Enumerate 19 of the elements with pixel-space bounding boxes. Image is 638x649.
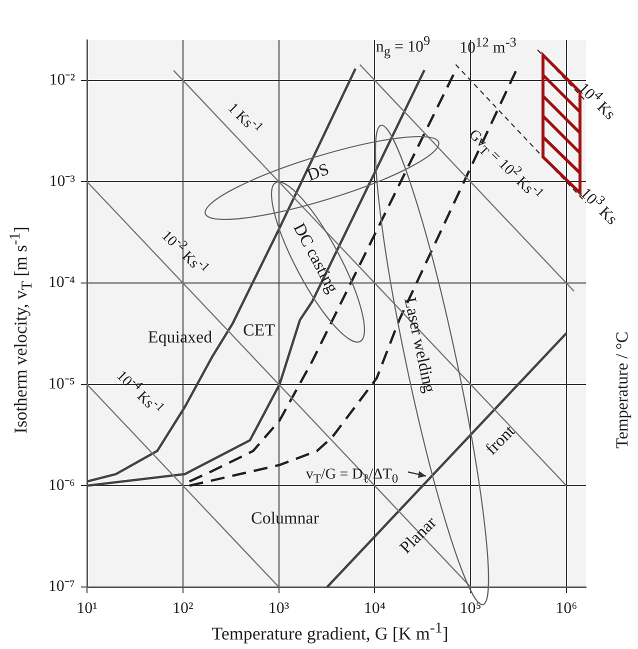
- y-tick-label: 10⁻⁴: [48, 274, 76, 292]
- y-tick-label: 10⁻³: [49, 172, 76, 190]
- y-tick-label: 10⁻⁵: [48, 376, 75, 393]
- annotation: DS: [304, 159, 332, 185]
- x-tick-label: 10²: [172, 600, 194, 617]
- x-tick-label: 10⁶: [556, 600, 578, 617]
- x-axis-title: Temperature gradient, G [K m$^{-1}$]: [212, 620, 448, 644]
- annotation: front: [482, 422, 518, 458]
- annotation: Laser welding: [400, 296, 440, 394]
- x-tick-label: 10⁵: [460, 600, 482, 617]
- y-tick-label: 10⁻⁷: [48, 578, 75, 596]
- y-tick-label: 10⁻²: [49, 72, 76, 89]
- x-tick-label: 10⁴: [364, 600, 386, 617]
- x-tick-label: 10¹: [76, 600, 98, 617]
- text: Temperature / °C: [612, 331, 632, 449]
- annotation: CET: [242, 320, 276, 340]
- x-tick-label: 10³: [268, 600, 290, 617]
- annotation: n$_{g}$ = 10$^{9}$: [376, 33, 430, 59]
- y-tick-label: 10⁻⁶: [48, 476, 75, 494]
